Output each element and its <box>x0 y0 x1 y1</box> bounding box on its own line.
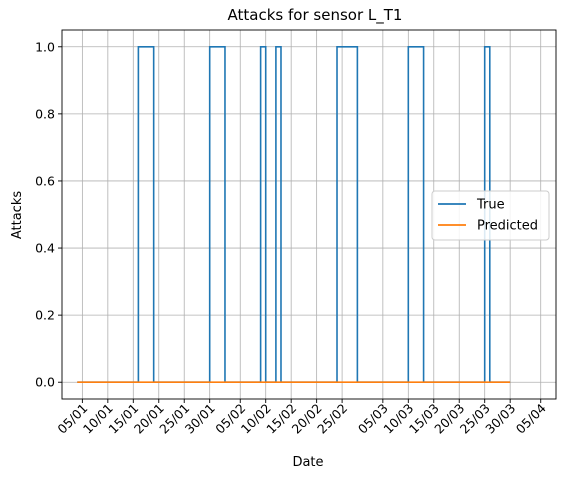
legend-label-predicted: Predicted <box>477 219 538 234</box>
y-tick-label: 0.8 <box>35 106 55 121</box>
y-tick-label: 0.6 <box>35 173 55 188</box>
x-axis-label: Date <box>292 455 323 470</box>
y-tick-label: 1.0 <box>35 39 55 54</box>
y-tick-label: 0.4 <box>35 241 55 256</box>
chart-title: Attacks for sensor L_T1 <box>228 6 403 25</box>
y-tick-label: 0.0 <box>35 375 55 390</box>
y-axis-label: Attacks <box>10 191 25 240</box>
legend-label-true: True <box>476 198 505 213</box>
y-tick-label: 0.2 <box>35 308 55 323</box>
